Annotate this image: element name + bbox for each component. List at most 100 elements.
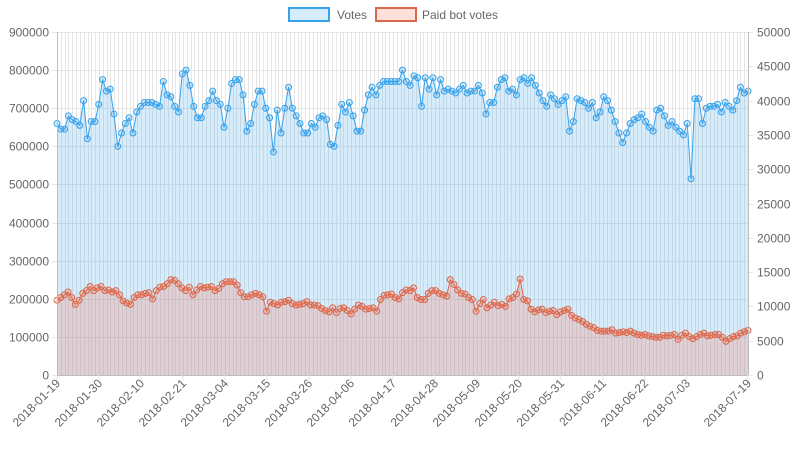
point-votes[interactable] [159,78,167,86]
point-votes[interactable] [357,127,365,135]
point-paid-bot-votes[interactable] [501,302,509,310]
point-votes[interactable] [129,129,137,137]
point-votes[interactable] [562,93,570,101]
point-paid-bot-votes[interactable] [542,309,550,317]
point-votes[interactable] [114,142,122,150]
point-votes[interactable] [399,66,406,74]
point-paid-bot-votes[interactable] [288,300,296,308]
point-votes[interactable] [326,140,334,148]
point-votes[interactable] [459,81,467,89]
point-votes[interactable] [330,142,338,150]
point-paid-bot-votes[interactable] [215,285,223,293]
point-paid-bot-votes[interactable] [512,290,520,298]
point-votes[interactable] [520,74,528,82]
point-votes[interactable] [349,112,357,120]
point-votes[interactable] [710,102,718,110]
point-paid-bot-votes[interactable] [189,291,197,299]
point-paid-bot-votes[interactable] [582,320,590,328]
point-votes[interactable] [630,116,638,124]
point-paid-bot-votes[interactable] [318,304,326,312]
point-paid-bot-votes[interactable] [465,293,473,301]
point-votes[interactable] [421,74,429,82]
point-paid-bot-votes[interactable] [211,287,219,295]
point-votes[interactable] [323,116,331,124]
point-votes[interactable] [440,87,448,95]
point-votes[interactable] [269,148,277,156]
point-paid-bot-votes[interactable] [93,284,101,292]
point-paid-bot-votes[interactable] [446,276,454,284]
point-votes[interactable] [364,91,372,99]
point-votes[interactable] [250,100,258,108]
point-paid-bot-votes[interactable] [75,296,83,304]
point-paid-bot-votes[interactable] [421,296,429,304]
point-votes[interactable] [304,129,312,137]
point-votes[interactable] [641,118,649,126]
point-votes[interactable] [623,129,631,137]
point-votes[interactable] [474,81,482,89]
point-votes[interactable] [243,127,251,135]
point-paid-bot-votes[interactable] [266,298,274,306]
point-votes[interactable] [186,81,194,89]
point-votes[interactable] [619,139,627,147]
point-votes[interactable] [121,119,129,127]
point-paid-bot-votes[interactable] [127,300,135,308]
point-votes[interactable] [277,129,285,137]
point-votes[interactable] [660,112,668,120]
point-votes[interactable] [102,87,110,95]
point-votes[interactable] [239,91,247,99]
point-votes[interactable] [361,106,369,114]
point-votes[interactable] [524,79,532,87]
point-votes[interactable] [80,97,88,105]
point-paid-bot-votes[interactable] [656,333,664,341]
point-votes[interactable] [528,74,536,82]
point-votes[interactable] [95,100,103,108]
point-votes[interactable] [657,104,665,112]
point-votes[interactable] [133,108,141,116]
point-votes[interactable] [687,175,695,183]
point-votes[interactable] [224,104,232,112]
point-votes[interactable] [516,76,524,84]
point-votes[interactable] [436,76,444,84]
point-paid-bot-votes[interactable] [196,283,204,291]
point-votes[interactable] [683,119,691,127]
point-paid-bot-votes[interactable] [571,314,579,322]
point-votes[interactable] [505,87,513,95]
point-paid-bot-votes[interactable] [64,288,72,296]
point-paid-bot-votes[interactable] [443,292,451,300]
legend-item-paid-bot-votes[interactable]: Paid bot votes [375,7,498,22]
point-votes[interactable] [463,89,471,97]
point-paid-bot-votes[interactable] [145,289,153,297]
point-votes[interactable] [174,108,182,116]
point-votes[interactable] [649,127,657,135]
point-paid-bot-votes[interactable] [123,299,131,307]
point-votes[interactable] [209,87,217,95]
point-paid-bot-votes[interactable] [347,310,355,318]
point-votes[interactable] [281,104,289,112]
point-votes[interactable] [679,131,687,139]
point-votes[interactable] [729,106,737,114]
point-paid-bot-votes[interactable] [119,297,127,305]
point-votes[interactable] [311,123,319,131]
point-paid-bot-votes[interactable] [670,331,678,339]
point-paid-bot-votes[interactable] [557,308,565,316]
point-votes[interactable] [592,114,600,122]
point-votes[interactable] [740,89,748,97]
point-votes[interactable] [197,114,205,122]
point-paid-bot-votes[interactable] [693,333,701,341]
point-votes[interactable] [607,106,615,114]
point-paid-bot-votes[interactable] [678,331,686,339]
point-votes[interactable] [569,118,577,126]
point-votes[interactable] [695,95,703,103]
point-paid-bot-votes[interactable] [641,331,649,339]
point-paid-bot-votes[interactable] [626,327,634,335]
point-paid-bot-votes[interactable] [138,291,146,299]
point-votes[interactable] [345,99,353,107]
point-votes[interactable] [262,104,270,112]
point-votes[interactable] [171,102,179,110]
point-paid-bot-votes[interactable] [329,304,337,312]
point-votes[interactable] [368,83,376,91]
point-paid-bot-votes[interactable] [68,293,76,301]
point-paid-bot-votes[interactable] [439,291,447,299]
point-votes[interactable] [220,123,228,131]
point-votes[interactable] [205,97,213,105]
